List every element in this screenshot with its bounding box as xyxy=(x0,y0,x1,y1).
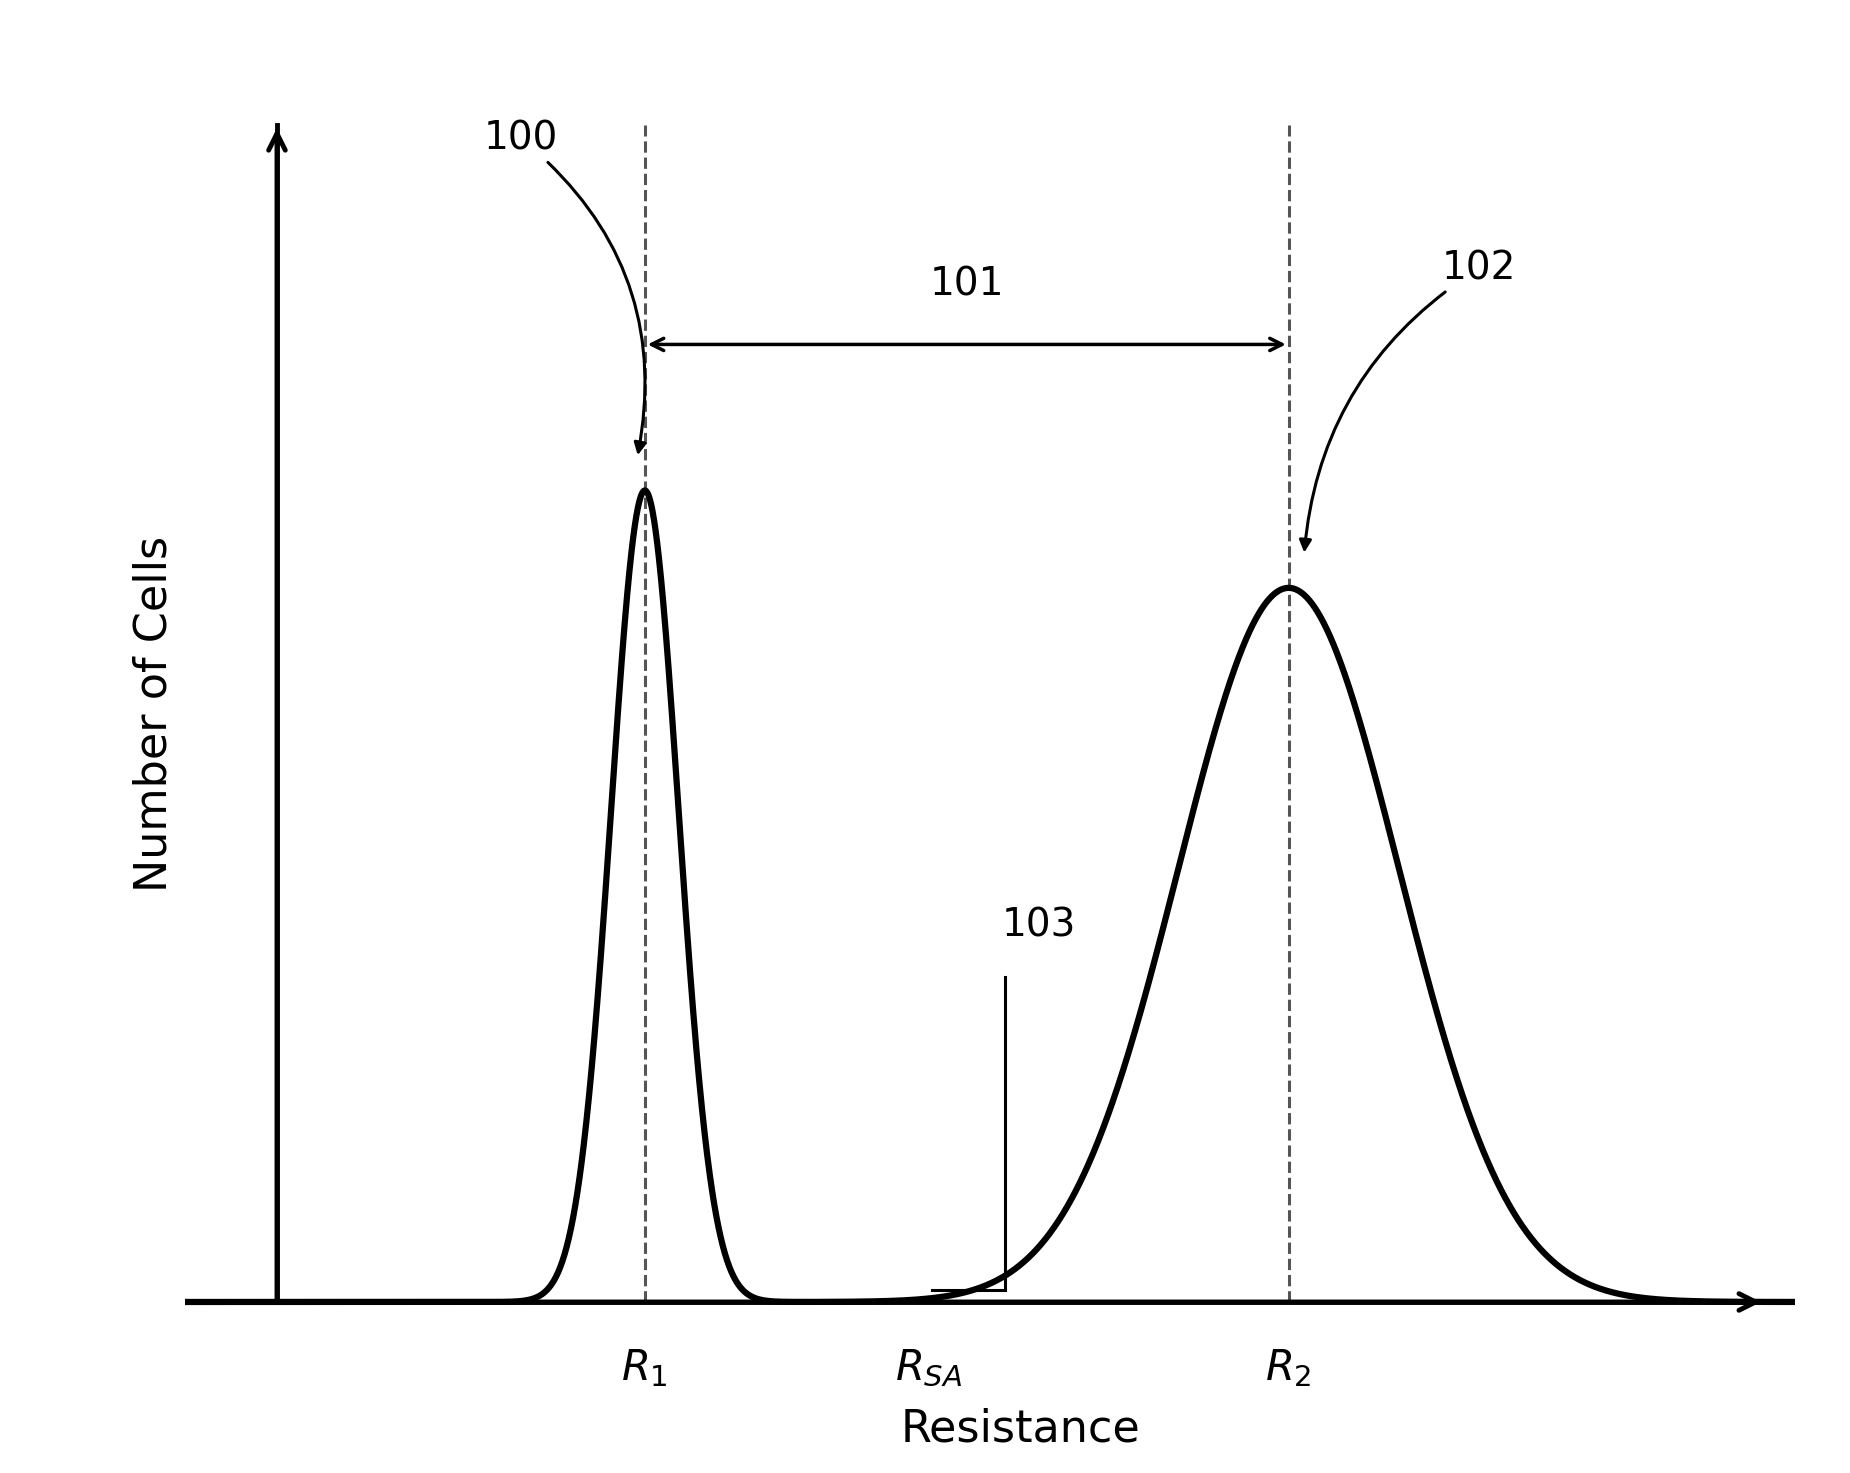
Text: 102: 102 xyxy=(1301,249,1517,549)
Text: Number of Cells: Number of Cells xyxy=(133,536,176,891)
Text: $R_1$: $R_1$ xyxy=(622,1346,668,1389)
Text: $R_2$: $R_2$ xyxy=(1265,1346,1312,1389)
Text: $R_{SA}$: $R_{SA}$ xyxy=(895,1346,962,1389)
Text: 103: 103 xyxy=(1003,907,1077,944)
Text: Resistance: Resistance xyxy=(901,1408,1140,1451)
Text: 100: 100 xyxy=(485,119,646,452)
Text: 101: 101 xyxy=(929,265,1005,303)
